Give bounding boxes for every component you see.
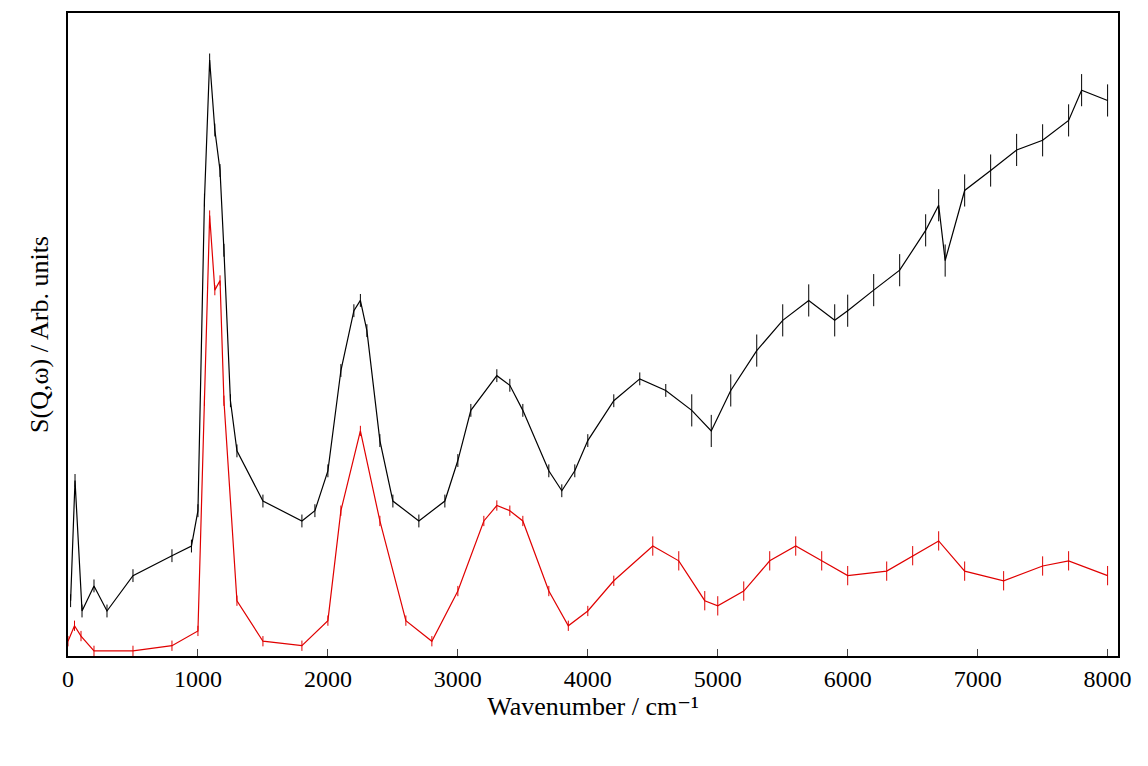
svg-text:3000: 3000 [434,666,482,692]
svg-text:8000: 8000 [1084,666,1132,692]
svg-text:6000: 6000 [824,666,872,692]
svg-text:S(Q,ω) / Arb. units: S(Q,ω) / Arb. units [25,236,54,433]
svg-text:1000: 1000 [174,666,222,692]
svg-text:2000: 2000 [304,666,352,692]
svg-text:Wavenumber / cm⁻¹: Wavenumber / cm⁻¹ [487,692,698,721]
svg-text:7000: 7000 [954,666,1002,692]
svg-text:0: 0 [62,666,74,692]
svg-text:4000: 4000 [564,666,612,692]
svg-text:5000: 5000 [694,666,742,692]
